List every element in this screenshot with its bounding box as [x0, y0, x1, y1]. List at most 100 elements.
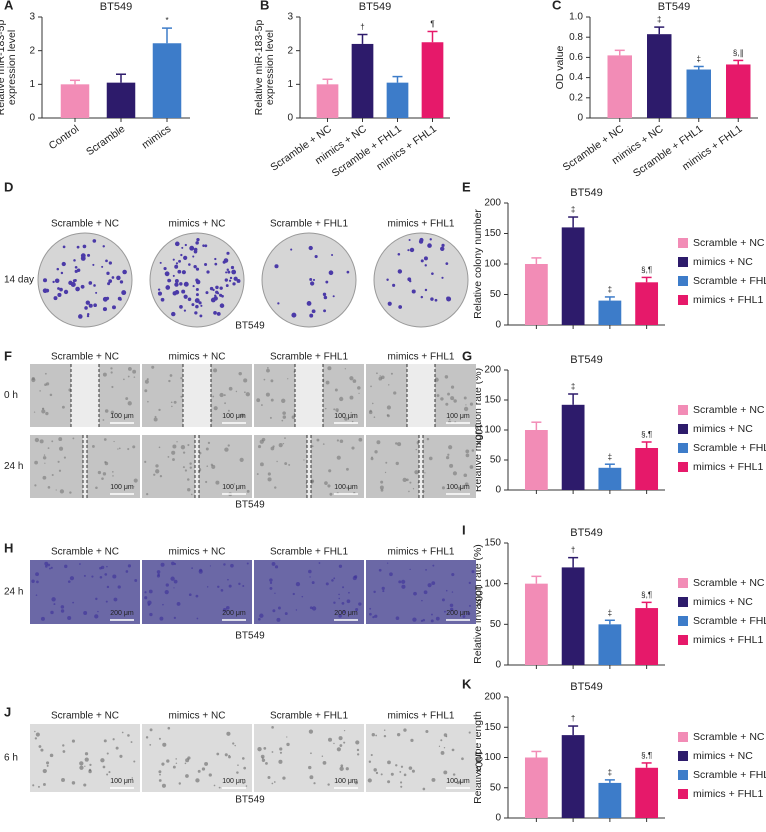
texture — [309, 576, 311, 578]
texture — [39, 390, 41, 392]
texture — [172, 444, 177, 449]
texture — [187, 444, 190, 447]
texture — [31, 579, 35, 583]
column-label: Scramble + FHL1 — [270, 547, 349, 558]
colony — [204, 244, 208, 248]
colony — [78, 314, 83, 319]
colony — [172, 258, 175, 261]
texture — [368, 410, 373, 415]
colony — [68, 280, 73, 286]
legend-swatch — [678, 257, 688, 267]
texture — [63, 456, 66, 459]
texture — [389, 572, 393, 577]
texture — [374, 614, 378, 618]
texture — [35, 732, 40, 737]
texture — [127, 447, 130, 451]
texture — [144, 591, 147, 594]
texture — [239, 457, 244, 462]
texture — [182, 466, 185, 469]
texture — [471, 570, 475, 574]
colony — [102, 245, 105, 248]
colony — [420, 259, 424, 263]
colony — [322, 292, 327, 297]
texture — [322, 760, 327, 765]
texture — [84, 752, 89, 756]
scale-bar-label: 100 μm — [110, 413, 134, 420]
texture — [464, 482, 469, 487]
texture — [176, 602, 181, 606]
texture — [334, 388, 338, 392]
colony — [424, 288, 428, 292]
texture — [401, 584, 406, 589]
texture — [267, 776, 271, 780]
texture — [288, 463, 291, 466]
colony — [332, 295, 335, 298]
texture — [358, 392, 360, 394]
colony — [122, 269, 127, 275]
texture — [228, 386, 233, 391]
texture — [337, 780, 340, 783]
colony — [167, 278, 171, 283]
texture — [443, 610, 446, 613]
colony — [194, 298, 200, 304]
y-axis-label: Relative colony number — [472, 209, 484, 319]
colony — [108, 261, 112, 265]
scale-bar-label: 100 μm — [446, 413, 470, 420]
bar — [607, 55, 632, 118]
y-tick-label: 1.0 — [569, 12, 583, 23]
texture — [303, 459, 305, 461]
texture — [44, 372, 47, 375]
texture — [207, 441, 211, 445]
texture — [155, 464, 159, 468]
texture — [270, 446, 275, 451]
y-tick-label: 100 — [484, 259, 501, 270]
texture — [375, 771, 379, 775]
micrograph — [366, 560, 476, 624]
texture — [59, 489, 65, 494]
colony — [205, 291, 209, 295]
texture — [276, 617, 281, 622]
colony — [85, 300, 91, 305]
y-axis-label: OD value — [554, 45, 566, 89]
texture — [190, 493, 193, 496]
texture — [327, 366, 332, 371]
texture — [224, 447, 229, 452]
texture — [167, 456, 170, 458]
texture — [235, 390, 238, 393]
texture — [351, 446, 355, 450]
texture — [403, 728, 407, 732]
annotation: §,¶ — [641, 430, 652, 439]
texture — [371, 402, 374, 405]
texture — [34, 737, 38, 740]
texture — [36, 580, 39, 584]
texture — [349, 376, 354, 381]
texture — [451, 591, 454, 593]
texture — [256, 473, 259, 476]
colony — [75, 286, 80, 292]
colony — [198, 301, 202, 305]
texture — [106, 585, 110, 589]
texture — [281, 398, 286, 403]
texture — [278, 759, 283, 764]
legend-swatch — [678, 578, 688, 588]
texture — [42, 456, 47, 460]
texture — [72, 437, 75, 440]
texture — [349, 395, 354, 400]
panel-label: E — [462, 179, 471, 194]
texture — [387, 562, 389, 564]
colony — [310, 281, 315, 286]
y-axis-label: expression level — [264, 30, 276, 105]
legend-label: Scramble + NC — [693, 731, 765, 743]
texture — [325, 380, 330, 385]
colony — [195, 278, 199, 282]
colony — [441, 243, 445, 248]
texture — [386, 405, 391, 410]
texture — [422, 618, 426, 622]
texture — [271, 726, 274, 729]
texture — [127, 564, 132, 568]
colony — [411, 289, 416, 294]
texture — [287, 378, 289, 380]
scale-bar-label: 200 μm — [110, 610, 134, 617]
texture — [205, 447, 209, 451]
colony — [430, 297, 434, 301]
